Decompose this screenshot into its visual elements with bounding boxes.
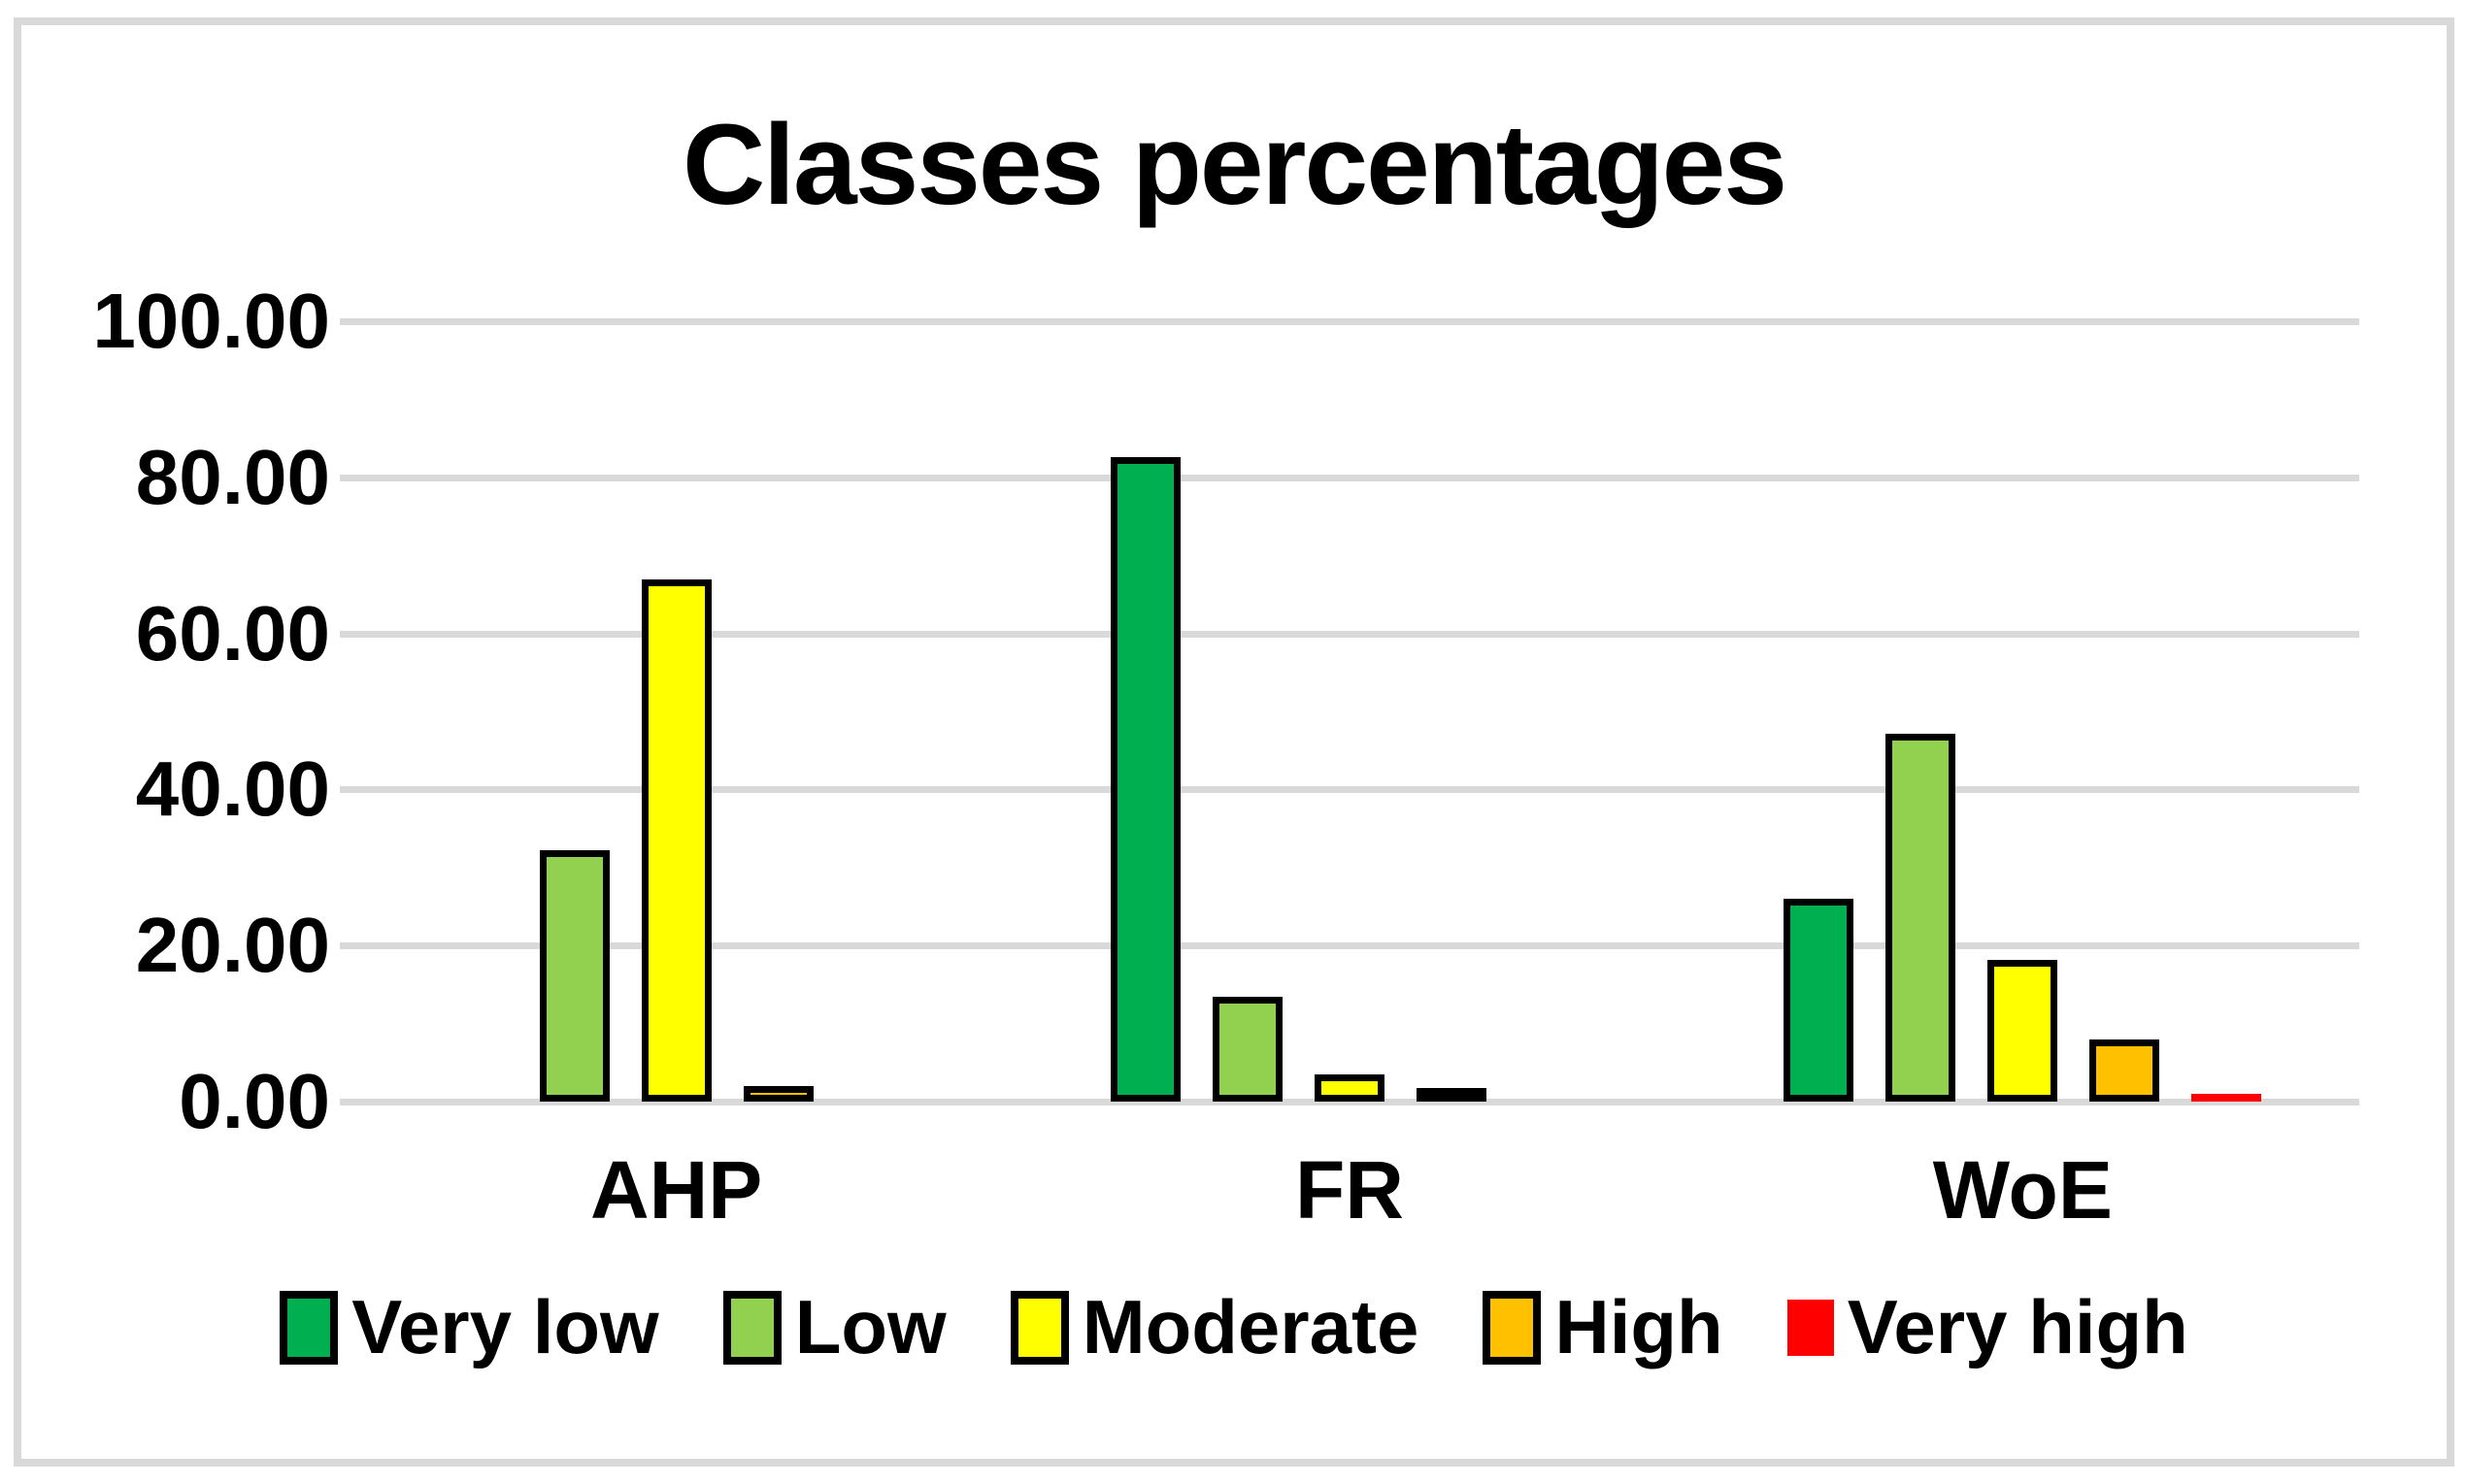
y-axis-label: 60.00 [135,589,330,676]
bar-group-woe [1686,321,2359,1102]
legend-item-very-high: Very high [1786,1283,2188,1371]
bar-group-ahp [340,321,1013,1102]
legend-label: Low [794,1284,947,1369]
y-axis: 100.00 80.00 60.00 40.00 20.00 0.00 [39,278,330,1144]
bar-high [2089,1039,2160,1102]
legend-label: Very low [351,1284,659,1369]
gridline [340,630,2359,638]
legend-swatch [1483,1290,1542,1365]
legend-swatch [1010,1290,1069,1365]
legend-item-low: Low [722,1283,947,1371]
bar-group-fr [1013,321,1685,1102]
y-axis-label: 0.00 [179,1058,330,1144]
gridline [340,318,2359,325]
chart-title: Classes percentages [682,101,1787,229]
gridline [340,474,2359,481]
x-axis-label-woe: WoE [1932,1144,2113,1236]
bar-very-low [1110,457,1181,1102]
bar-groups [340,321,2359,1102]
legend: Very low Low Moderate High Very high [0,1283,2468,1371]
y-axis-label: 20.00 [135,902,330,989]
legend-swatch [280,1290,339,1365]
legend-swatch [722,1290,782,1365]
legend-item-high: High [1483,1283,1723,1371]
y-axis-label: 40.00 [135,745,330,833]
bar-moderate [1314,1074,1384,1102]
x-axis-label-ahp: AHP [589,1144,763,1236]
gridline [340,786,2359,794]
figure-frame [14,17,2454,1467]
y-axis-label: 100.00 [92,278,330,364]
bar-very-high [2191,1094,2262,1102]
bar-moderate [1987,960,2058,1102]
x-axis: AHP FR WoE [340,1143,2359,1237]
legend-label: High [1554,1284,1723,1369]
bar-low [1885,734,1956,1102]
plot-area [340,318,2359,1105]
legend-label: Very high [1847,1284,2188,1369]
bar-high [743,1086,814,1102]
x-axis-label-fr: FR [1295,1144,1404,1236]
bar-low [539,850,610,1102]
legend-swatch [1786,1299,1834,1356]
legend-label: Moderate [1082,1284,1419,1369]
gridline [340,1099,2359,1105]
bar-high [1416,1088,1486,1102]
bar-moderate [641,579,712,1102]
gridline [340,942,2359,950]
legend-item-very-low: Very low [280,1283,659,1371]
y-axis-label: 80.00 [135,433,330,520]
bar-very-low [1784,899,1854,1102]
legend-item-moderate: Moderate [1010,1283,1419,1371]
bar-low [1212,997,1283,1102]
